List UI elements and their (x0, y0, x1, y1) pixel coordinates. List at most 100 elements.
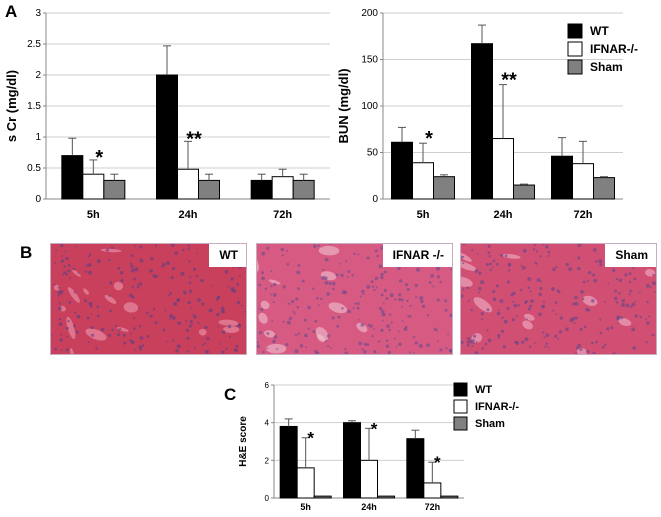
cell-nucleus (621, 299, 626, 303)
cell-nucleus (369, 324, 373, 328)
cell-nucleus (132, 317, 136, 320)
cell-nucleus (353, 252, 356, 256)
cell-nucleus (173, 301, 178, 306)
cell-nucleus (593, 278, 598, 283)
cell-nucleus (219, 342, 222, 345)
y-tick-label: 0 (265, 494, 270, 503)
cell-nucleus (401, 305, 404, 308)
cell-nucleus (419, 295, 424, 300)
cell-nucleus (618, 278, 623, 283)
cell-nucleus (358, 341, 363, 346)
cell-nucleus (297, 332, 301, 335)
cell-nucleus (356, 306, 360, 310)
cell-nucleus (414, 283, 419, 288)
tubule-lumen (576, 348, 587, 354)
significance-marker: * (371, 419, 378, 438)
bar (82, 173, 105, 200)
cell-nucleus (604, 300, 606, 303)
cell-nucleus (345, 260, 348, 263)
cell-nucleus (54, 261, 57, 264)
cell-nucleus (565, 327, 569, 332)
cell-nucleus (430, 273, 435, 278)
cell-nucleus (257, 341, 259, 344)
cell-nucleus (504, 254, 508, 258)
cell-nucleus (301, 279, 305, 283)
cell-nucleus (398, 342, 402, 347)
cell-nucleus (286, 249, 289, 252)
cell-nucleus (511, 318, 516, 322)
cell-nucleus (217, 325, 219, 328)
cell-nucleus (51, 334, 53, 337)
bar (593, 177, 615, 200)
cell-nucleus (151, 269, 154, 272)
cell-nucleus (328, 281, 332, 286)
cell-nucleus (332, 287, 335, 291)
cell-nucleus (595, 260, 598, 263)
cell-nucleus (639, 315, 642, 319)
cell-nucleus (393, 298, 397, 301)
cell-nucleus (237, 323, 242, 328)
cell-nucleus (221, 350, 225, 354)
cell-nucleus (149, 314, 153, 318)
cell-nucleus (552, 267, 556, 272)
cell-nucleus (631, 302, 636, 307)
cell-nucleus (520, 264, 523, 267)
cell-nucleus (130, 264, 134, 268)
panel-label-b: B (20, 243, 33, 262)
cell-nucleus (385, 344, 390, 348)
cell-nucleus (380, 275, 384, 280)
cell-nucleus (88, 253, 92, 257)
cell-nucleus (471, 345, 474, 348)
cell-nucleus (435, 266, 440, 271)
cell-nucleus (484, 342, 488, 346)
cell-nucleus (174, 251, 178, 255)
cell-nucleus (461, 294, 464, 298)
tubule-lumen (522, 320, 533, 330)
cell-nucleus (491, 266, 494, 269)
bar (177, 168, 199, 200)
cell-nucleus (398, 330, 400, 333)
cell-nucleus (235, 344, 239, 348)
cell-nucleus (383, 288, 387, 293)
cell-nucleus (165, 340, 168, 343)
cell-nucleus (187, 247, 190, 251)
cell-nucleus (74, 245, 77, 248)
cell-nucleus (270, 293, 272, 296)
cell-nucleus (467, 337, 471, 341)
cell-nucleus (166, 261, 170, 265)
tubule-lumen (316, 334, 325, 343)
bar (406, 438, 425, 499)
cell-nucleus (480, 280, 485, 285)
cell-nucleus (295, 297, 299, 301)
cell-nucleus (61, 255, 64, 257)
bar (61, 155, 84, 200)
cell-nucleus (360, 323, 365, 327)
cell-nucleus (258, 331, 262, 335)
cell-nucleus (543, 336, 546, 339)
cell-nucleus (312, 287, 315, 290)
cell-nucleus (628, 293, 631, 296)
cell-nucleus (418, 343, 423, 348)
cell-nucleus (380, 328, 384, 332)
cell-nucleus (385, 339, 389, 342)
cell-nucleus (585, 307, 589, 312)
cell-nucleus (340, 273, 344, 277)
cell-nucleus (272, 293, 277, 297)
tubule-lumen (268, 279, 281, 285)
cell-nucleus (547, 346, 550, 349)
cell-nucleus (471, 248, 474, 252)
cell-nucleus (500, 329, 503, 332)
cell-nucleus (134, 244, 137, 247)
he-score-chart: 0 2 4 6 5h 24h 72h * * * H&E score WT IFNAR-/- Sham (238, 381, 519, 512)
cell-nucleus (59, 333, 63, 336)
cell-nucleus (533, 244, 536, 247)
legend-swatch (453, 382, 468, 397)
cell-nucleus (382, 302, 385, 305)
y-tick-label: 1.5 (27, 101, 41, 112)
cell-nucleus (338, 262, 341, 265)
cell-nucleus (286, 320, 291, 325)
cell-nucleus (129, 262, 132, 265)
cell-nucleus (529, 345, 532, 348)
cell-nucleus (291, 299, 295, 304)
cell-nucleus (574, 316, 578, 320)
